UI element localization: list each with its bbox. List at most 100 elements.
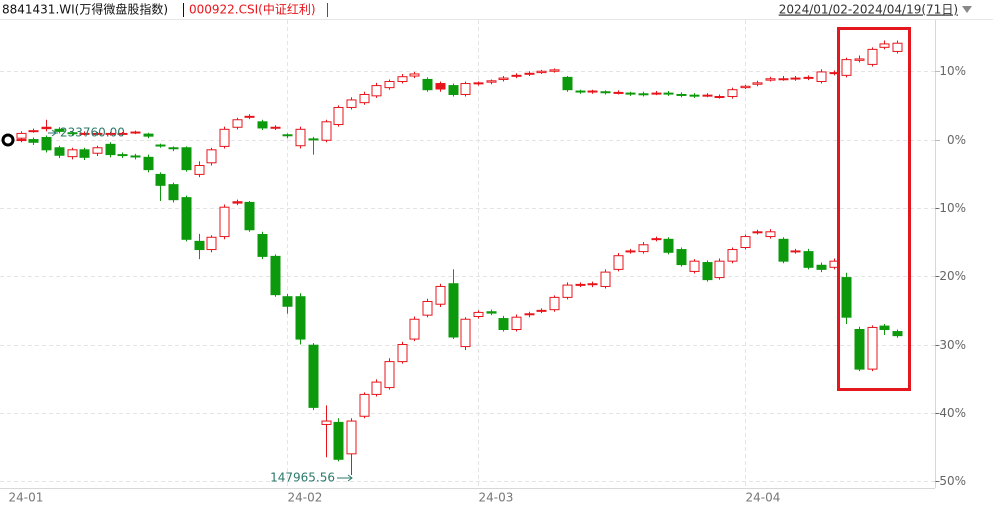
- highlight-box: [837, 27, 911, 391]
- candle-body: [524, 72, 535, 75]
- candle-body: [105, 143, 116, 156]
- candle-body: [498, 77, 509, 80]
- candle-body: [168, 147, 179, 150]
- candle-body: [714, 96, 725, 99]
- candle-body: [600, 91, 611, 94]
- candle-body: [816, 264, 827, 270]
- candle-body: [740, 236, 751, 249]
- candle-body: [409, 318, 420, 340]
- candle-body: [689, 260, 700, 272]
- candle-body: [295, 296, 306, 340]
- candle-body: [879, 43, 890, 48]
- candle-body: [257, 121, 268, 129]
- candle-body: [206, 236, 217, 251]
- candle-body: [879, 325, 890, 330]
- candle-body: [473, 82, 484, 85]
- candle-body: [727, 89, 738, 98]
- candle-body: [448, 283, 459, 338]
- candles: 233760.00 147965.56: [3, 40, 903, 485]
- candle-body: [638, 93, 649, 96]
- candle-body: [752, 82, 763, 85]
- y-tick-label: -30%: [935, 338, 966, 352]
- annotation-arrow: [48, 129, 58, 137]
- legend-entry[interactable]: 8841431.WI(万得微盘股指数): [2, 2, 168, 17]
- legend-entry[interactable]: 000922.CSI(中证红利): [189, 2, 316, 17]
- candle-body: [346, 99, 357, 108]
- candle-body: [346, 420, 357, 455]
- candle-body: [54, 147, 65, 156]
- candle-body: [765, 78, 776, 81]
- annotation: 147965.56: [270, 471, 335, 485]
- candle-body: [867, 326, 878, 370]
- candle-body: [79, 132, 90, 135]
- start-marker: [1, 133, 15, 147]
- candle-body: [473, 311, 484, 318]
- candle-body: [562, 76, 573, 91]
- candle-body: [422, 300, 433, 316]
- candle-body: [613, 91, 624, 94]
- y-tick-label: -40%: [935, 406, 966, 420]
- candle-body: [155, 144, 166, 147]
- annotation: 233760.00: [60, 126, 125, 140]
- candle-body: [435, 83, 446, 90]
- candle-body: [486, 311, 497, 314]
- candle-body: [613, 255, 624, 270]
- candle-body: [778, 78, 789, 81]
- candle-body: [219, 206, 230, 238]
- y-tick-label: -10%: [935, 201, 966, 215]
- candle-body: [854, 328, 865, 370]
- grid: 10% 0% -10% -20% -30% -40% -50% 24-01 24-02 24-03…: [0, 20, 966, 505]
- candle-body: [816, 71, 827, 82]
- candle-body: [333, 106, 344, 126]
- candle-body: [359, 393, 370, 417]
- candle-body: [79, 149, 90, 158]
- dropdown-icon[interactable]: [962, 6, 972, 13]
- candle-body: [575, 90, 586, 93]
- candle-body: [765, 231, 776, 238]
- candle-body: [790, 250, 801, 253]
- candle-body: [460, 318, 471, 348]
- candle-body: [295, 128, 306, 147]
- candle-body: [244, 201, 255, 231]
- candle-body: [867, 48, 878, 65]
- candle-body: [397, 344, 408, 363]
- candle-body: [663, 92, 674, 95]
- candle-body: [232, 119, 243, 128]
- y-tick-label: 10%: [939, 64, 966, 78]
- candle-body: [41, 126, 52, 130]
- candle-body: [282, 134, 293, 137]
- date-range[interactable]: 2024/01/02-2024/04/19(71日): [779, 3, 958, 17]
- candle-body: [371, 85, 382, 97]
- candle-body: [536, 309, 547, 312]
- candle-body: [206, 149, 217, 164]
- candle-body: [67, 132, 78, 135]
- candle-body: [676, 249, 687, 266]
- y-tick-label: -50%: [935, 474, 966, 488]
- candle-body: [892, 331, 903, 337]
- y-tick-label: 0%: [947, 133, 966, 147]
- candle-body: [702, 94, 713, 97]
- candle-body: [117, 154, 128, 157]
- candle-body: [105, 132, 116, 135]
- candle-body: [778, 238, 789, 262]
- candle-body: [41, 137, 52, 151]
- candle-body: [282, 296, 293, 307]
- x-tick-label: 24-01: [9, 491, 44, 505]
- candle-body: [308, 344, 319, 408]
- candle-body: [486, 80, 497, 83]
- candle-body: [219, 128, 230, 147]
- candle-body: [384, 361, 395, 389]
- candle-body: [422, 78, 433, 91]
- candle-body: [92, 147, 103, 154]
- candle-body: [511, 74, 522, 77]
- x-tick-label: 24-04: [746, 491, 781, 505]
- candle-body: [270, 255, 281, 296]
- candle-body: [714, 260, 725, 279]
- candle-body: [803, 76, 814, 79]
- candle-body: [803, 251, 814, 268]
- candle-body: [54, 128, 65, 132]
- candle-body: [321, 121, 332, 141]
